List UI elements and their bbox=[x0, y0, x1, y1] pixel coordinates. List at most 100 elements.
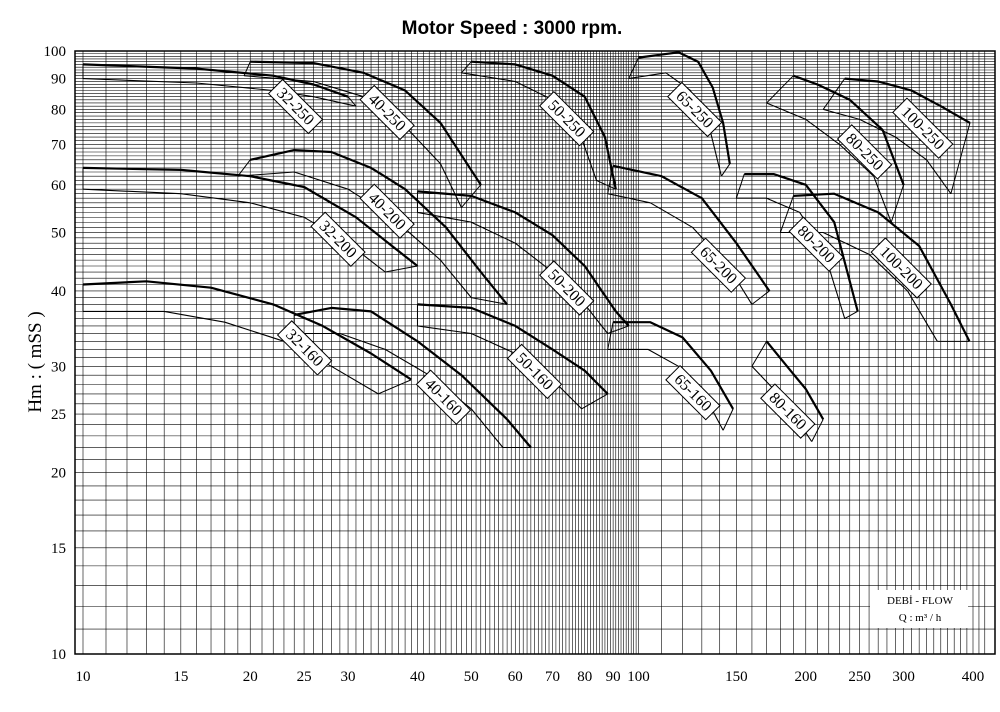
curve-label-32-160: 32-160 bbox=[276, 320, 333, 376]
curve-label-100-200: 100-200 bbox=[870, 237, 932, 299]
curve-label-40-160: 40-160 bbox=[415, 369, 472, 425]
curve-80-250-max bbox=[793, 74, 905, 186]
curve-65-200-end-edge bbox=[751, 290, 770, 305]
x-tick-label: 40 bbox=[410, 669, 425, 685]
y-tick-label: 80 bbox=[51, 102, 66, 118]
curve-100-250-start-edge bbox=[822, 78, 846, 110]
y-tick-label: 40 bbox=[51, 284, 66, 300]
flow-legend-line1: DEBİ - FLOW bbox=[887, 595, 954, 607]
curve-100-250-min bbox=[823, 108, 952, 195]
x-tick-label: 250 bbox=[848, 669, 871, 685]
x-tick-label: 10 bbox=[76, 669, 91, 685]
curve-50-250-start-edge bbox=[461, 61, 472, 74]
curve-40-160-min bbox=[294, 332, 504, 448]
x-tick-label: 80 bbox=[577, 669, 592, 685]
curve-label-box bbox=[788, 216, 844, 272]
curve-32-160-min bbox=[83, 310, 379, 395]
curve-label-40-200: 40-200 bbox=[359, 183, 415, 239]
curve-label-box bbox=[892, 97, 954, 159]
curve-80-250-end-edge bbox=[890, 184, 905, 223]
curve-32-250-end-edge bbox=[347, 96, 357, 107]
y-tick-label: 100 bbox=[44, 44, 67, 60]
curve-65-250-start-edge bbox=[628, 57, 639, 79]
curve-100-250-end-edge bbox=[950, 122, 971, 194]
curve-label-box bbox=[690, 237, 747, 293]
y-tick-label: 10 bbox=[51, 647, 66, 663]
curve-label-box bbox=[310, 211, 366, 268]
curve-80-160-max bbox=[765, 340, 825, 420]
curve-40-160-max bbox=[293, 306, 532, 449]
curve-label-box bbox=[538, 90, 595, 147]
curve-50-160-end-edge bbox=[581, 393, 608, 410]
curve-40-200-min bbox=[237, 171, 472, 298]
curve-50-250-end-edge bbox=[596, 179, 616, 190]
curve-32-200-end-edge bbox=[385, 265, 418, 273]
curve-100-250-max bbox=[844, 77, 971, 124]
chart-title: Motor Speed : 3000 rpm. bbox=[402, 18, 623, 39]
curve-32-160-max bbox=[82, 280, 412, 381]
curve-65-200-max bbox=[612, 164, 771, 292]
curve-label-box bbox=[415, 369, 472, 425]
curve-40-200-end-edge bbox=[471, 297, 508, 305]
curve-65-250-max bbox=[638, 51, 731, 164]
x-tick-label: 25 bbox=[297, 669, 312, 685]
curve-65-200-start-edge bbox=[607, 165, 614, 194]
curve-100-200-start-edge bbox=[779, 195, 794, 233]
curve-40-200-max bbox=[249, 149, 508, 306]
x-tick-label: 20 bbox=[243, 669, 258, 685]
x-tick-label: 100 bbox=[627, 669, 650, 685]
x-tick-label: 30 bbox=[341, 669, 356, 685]
curve-80-200-end-edge bbox=[844, 310, 858, 319]
curve-label-32-200: 32-200 bbox=[310, 211, 366, 268]
curve-label-text: 100-250 bbox=[898, 104, 948, 154]
curve-100-200-max bbox=[793, 192, 971, 342]
curve-80-160-end-edge bbox=[811, 419, 824, 442]
curve-80-200-min bbox=[736, 197, 846, 319]
curve-32-200-max bbox=[82, 166, 419, 267]
x-tick-label: 50 bbox=[464, 669, 479, 685]
x-tick-label: 15 bbox=[173, 669, 188, 685]
y-axis-label: Hm : ( mSS ) bbox=[25, 311, 46, 412]
x-tick-label: 70 bbox=[545, 669, 560, 685]
curve-40-250-start-edge bbox=[243, 61, 251, 76]
x-tick-label: 400 bbox=[962, 669, 985, 685]
curve-label-box bbox=[276, 320, 333, 376]
curve-50-200-min bbox=[417, 211, 609, 334]
curve-80-250-start-edge bbox=[766, 75, 794, 104]
curve-label-box bbox=[760, 383, 816, 439]
curve-80-160-start-edge bbox=[751, 341, 767, 367]
curve-40-200-start-edge bbox=[237, 159, 251, 177]
curve-label-box bbox=[506, 343, 563, 400]
x-tick-label: 300 bbox=[892, 669, 915, 685]
y-tick-label: 15 bbox=[51, 541, 66, 557]
x-tick-label: 90 bbox=[606, 669, 621, 685]
x-tick-label: 60 bbox=[508, 669, 523, 685]
x-tick-labels: 10 15 20 25 30 40 50 60 70 80 90 100 150 200 250 300 400 bbox=[76, 669, 985, 685]
x-tick-label: 200 bbox=[795, 669, 818, 685]
curve-label-box bbox=[870, 237, 932, 299]
curve-label-box bbox=[666, 81, 723, 138]
curve-label-box bbox=[665, 364, 721, 421]
y-tick-label: 90 bbox=[51, 72, 66, 88]
curve-32-160-end-edge bbox=[378, 379, 412, 395]
curve-50-160-max bbox=[417, 303, 609, 395]
curve-80-200-max bbox=[744, 173, 859, 312]
x-tick-label: 150 bbox=[725, 669, 748, 685]
curve-50-250-max bbox=[471, 60, 617, 190]
y-tick-labels: 10 15 20 25 30 40 50 60 70 80 90 100 bbox=[44, 44, 67, 663]
y-tick-label: 25 bbox=[51, 407, 66, 423]
curve-32-250-min bbox=[82, 78, 357, 107]
flow-legend-box bbox=[870, 590, 968, 628]
curve-label-box bbox=[267, 78, 324, 135]
y-tick-label: 70 bbox=[51, 137, 66, 153]
y-tick-label: 60 bbox=[51, 178, 66, 194]
y-tick-label: 20 bbox=[51, 465, 66, 481]
plot-frame bbox=[74, 50, 996, 655]
curve-65-160-start-edge bbox=[607, 322, 614, 350]
curve-label-box bbox=[359, 84, 415, 141]
curve-65-160-max bbox=[613, 321, 735, 410]
curve-80-200-start-edge bbox=[735, 173, 745, 199]
curve-40-250-max bbox=[250, 60, 482, 186]
curve-label-box bbox=[836, 124, 893, 180]
